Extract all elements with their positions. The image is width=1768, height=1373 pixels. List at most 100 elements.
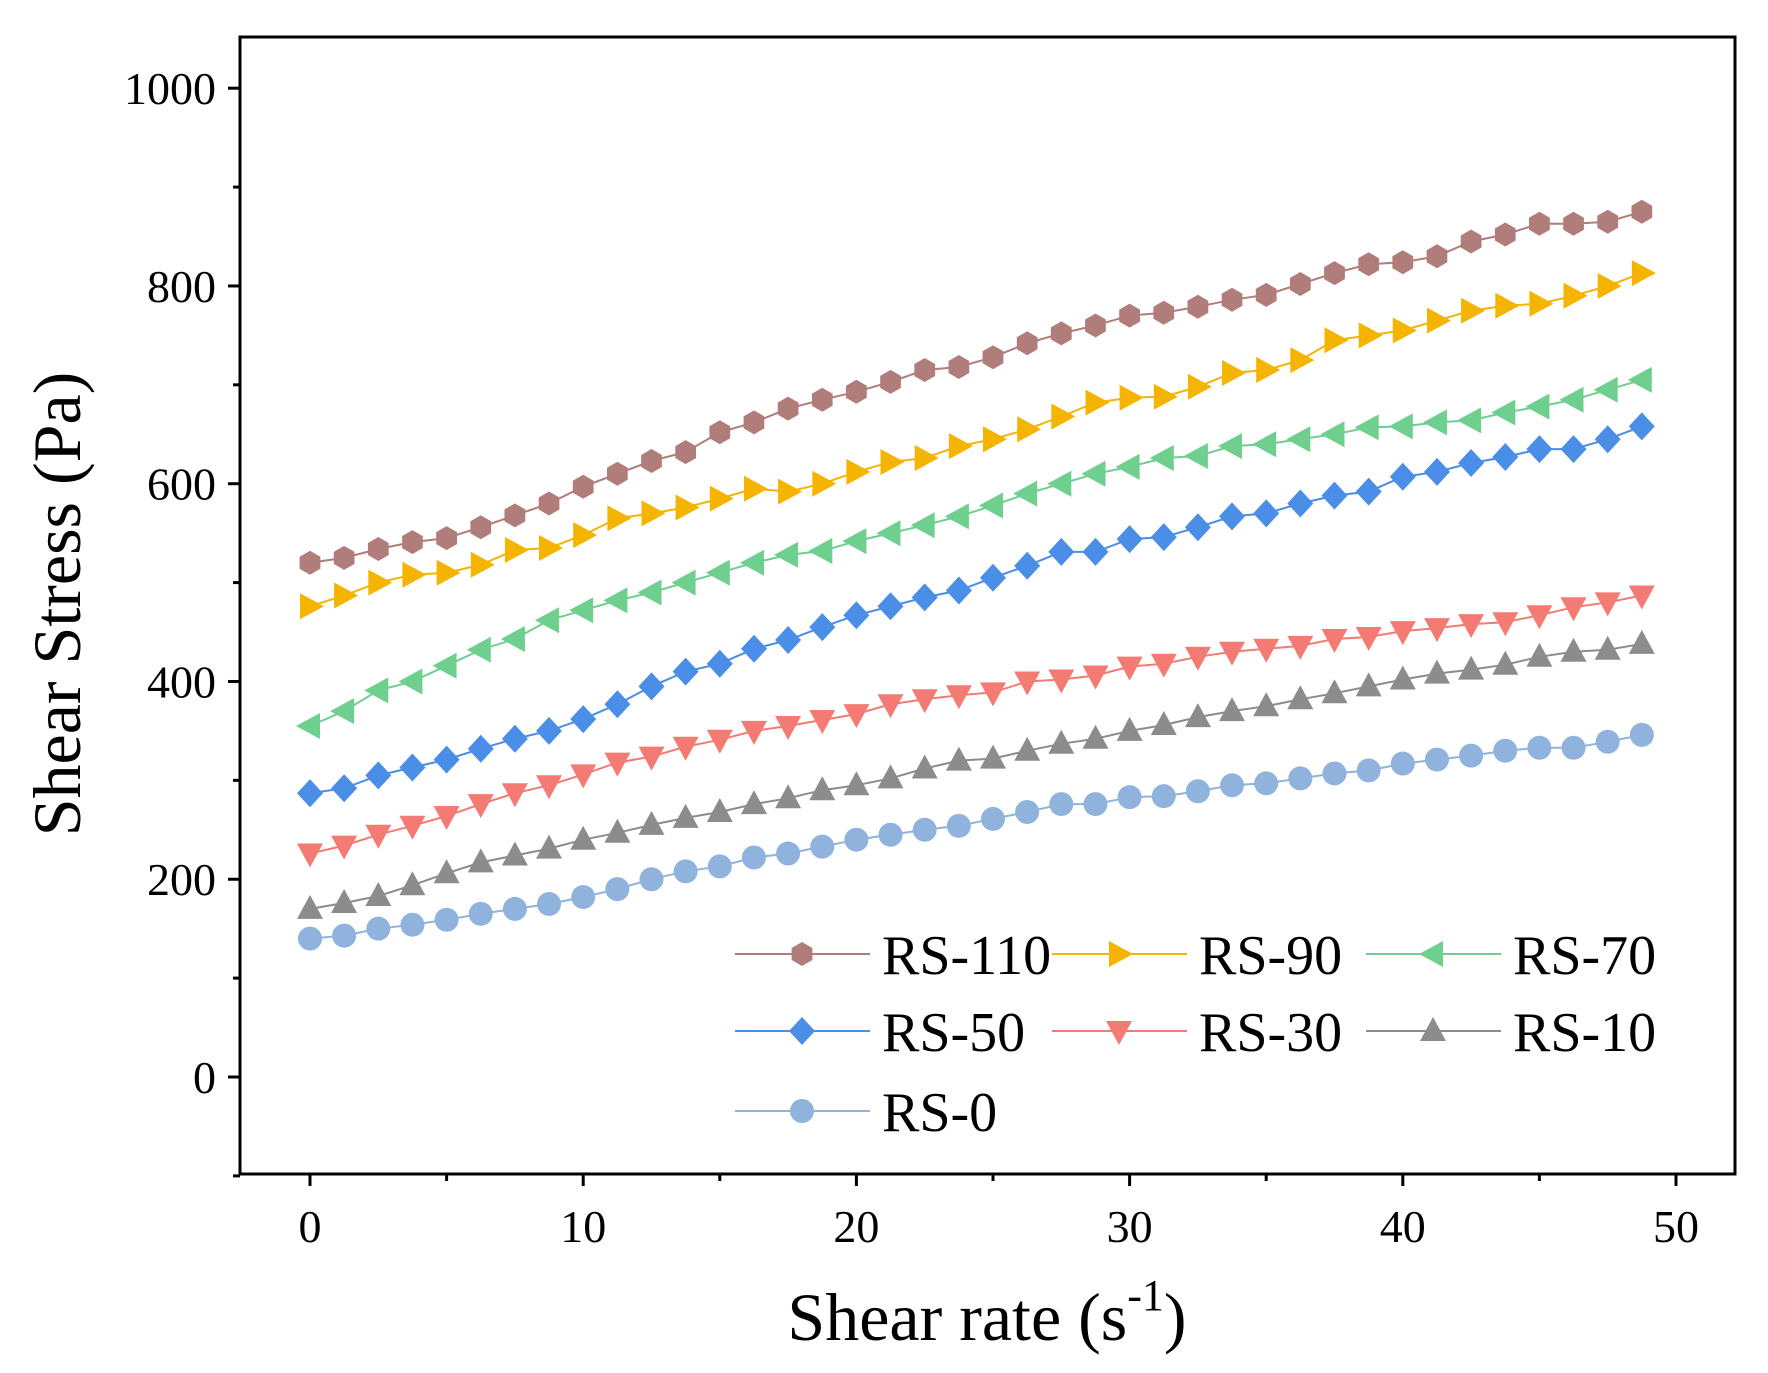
data-point-rs-30 (706, 729, 733, 754)
data-point-rs-110 (1221, 287, 1243, 312)
data-point-rs-50 (297, 779, 323, 808)
legend-label-rs-110: RS-110 (882, 925, 1051, 987)
data-point-rs-110 (367, 537, 389, 561)
data-point-rs-70 (1218, 433, 1242, 460)
data-point-rs-110 (1631, 199, 1653, 224)
data-point-rs-70 (1183, 443, 1208, 469)
data-point-rs-30 (1560, 597, 1587, 622)
legend-label-rs-50: RS-50 (882, 1002, 1025, 1064)
legend-item-rs-90: RS-90 (1052, 925, 1342, 987)
data-point-rs-50 (331, 774, 358, 803)
data-point-rs-90 (334, 582, 359, 609)
data-point-rs-10 (1014, 736, 1041, 761)
data-point-rs-0 (1390, 751, 1415, 776)
series-rs-30 (297, 585, 1655, 868)
data-point-rs-50 (1219, 502, 1245, 531)
data-point-rs-10 (1526, 642, 1553, 667)
data-point-rs-90 (1290, 347, 1315, 374)
data-point-rs-30 (1492, 612, 1519, 637)
legend-item-rs-50: RS-50 (735, 1002, 1025, 1064)
legend-marker-rs-110 (791, 942, 813, 966)
data-point-rs-30 (1116, 656, 1143, 681)
data-point-rs-90 (709, 485, 734, 512)
data-point-rs-0 (1049, 792, 1074, 817)
legend-marker-rs-90 (1109, 941, 1133, 967)
data-point-rs-30 (1082, 665, 1109, 690)
series-line-rs-90 (309, 272, 1643, 608)
data-point-rs-30 (843, 704, 870, 729)
data-point-rs-90 (1153, 383, 1178, 410)
data-point-rs-70 (1320, 421, 1345, 448)
data-point-rs-50 (536, 716, 562, 745)
data-point-rs-10 (399, 871, 426, 896)
data-point-rs-10 (331, 889, 358, 913)
data-point-rs-70 (944, 503, 969, 530)
data-point-rs-110 (1426, 244, 1448, 269)
series-line-rs-110 (309, 210, 1643, 564)
data-point-rs-70 (1115, 453, 1140, 480)
data-point-rs-30 (1594, 592, 1621, 617)
data-point-rs-70 (842, 528, 867, 555)
data-point-rs-90 (1017, 416, 1042, 443)
data-point-rs-0 (605, 877, 630, 902)
x-tick-label: 30 (1107, 1201, 1153, 1252)
data-point-rs-10 (1116, 716, 1143, 741)
data-point-rs-0 (1493, 738, 1518, 763)
data-point-rs-90 (607, 505, 632, 532)
series-rs-0 (298, 722, 1654, 951)
data-point-rs-10 (501, 841, 528, 866)
data-point-rs-90 (504, 537, 529, 563)
data-point-rs-0 (366, 916, 391, 941)
data-point-rs-110 (1324, 261, 1345, 286)
data-point-rs-110 (709, 420, 731, 445)
data-point-rs-30 (1150, 653, 1177, 678)
data-point-rs-0 (912, 817, 937, 842)
data-point-rs-30 (365, 824, 392, 849)
data-point-rs-30 (331, 835, 358, 860)
data-point-rs-70 (671, 569, 696, 596)
data-point-rs-0 (1220, 773, 1245, 798)
data-point-rs-50 (672, 657, 699, 686)
data-point-rs-10 (1082, 724, 1109, 749)
data-point-rs-10 (980, 744, 1006, 769)
data-point-rs-50 (1082, 537, 1109, 566)
data-point-rs-10 (1594, 635, 1621, 660)
data-point-rs-50 (1048, 537, 1075, 566)
data-point-rs-30 (1253, 638, 1280, 663)
data-point-rs-30 (672, 736, 699, 761)
data-point-rs-70 (1423, 409, 1447, 436)
data-point-rs-10 (1184, 703, 1211, 728)
data-point-rs-90 (1187, 373, 1212, 400)
data-point-rs-10 (945, 746, 972, 771)
series-line-rs-70 (309, 378, 1643, 727)
data-point-rs-0 (810, 834, 835, 859)
data-point-rs-70 (1286, 426, 1311, 453)
data-point-rs-0 (844, 827, 869, 852)
data-point-rs-110 (1187, 294, 1209, 319)
tick-labels: 0 10 20 30 40 50 0 200 400 600 800 1000 (124, 63, 1699, 1252)
series-line-rs-0 (309, 733, 1642, 940)
data-point-rs-30 (809, 710, 836, 734)
data-point-rs-10 (741, 790, 767, 815)
data-point-rs-110 (982, 345, 1004, 370)
data-point-rs-110 (299, 550, 321, 575)
data-point-rs-30 (1219, 641, 1245, 666)
data-point-rs-90 (539, 535, 563, 561)
data-point-rs-0 (878, 822, 903, 847)
plot-frame (238, 35, 1737, 1176)
data-point-rs-50 (501, 724, 528, 753)
data-point-rs-90 (675, 494, 700, 521)
data-point-rs-10 (1219, 697, 1245, 722)
data-point-rs-10 (604, 818, 631, 843)
legend-item-rs-30: RS-30 (1052, 1002, 1342, 1064)
data-point-rs-50 (911, 583, 938, 612)
data-point-rs-50 (741, 634, 767, 663)
data-point-rs-0 (1254, 771, 1279, 796)
data-point-rs-30 (1184, 646, 1211, 671)
data-point-rs-90 (1461, 297, 1486, 324)
x-axis-title-main: Shear rate (787, 1279, 1061, 1355)
data-point-rs-10 (1355, 672, 1382, 697)
data-point-rs-0 (332, 923, 357, 948)
data-point-rs-50 (1492, 443, 1519, 471)
data-point-rs-90 (573, 522, 598, 549)
